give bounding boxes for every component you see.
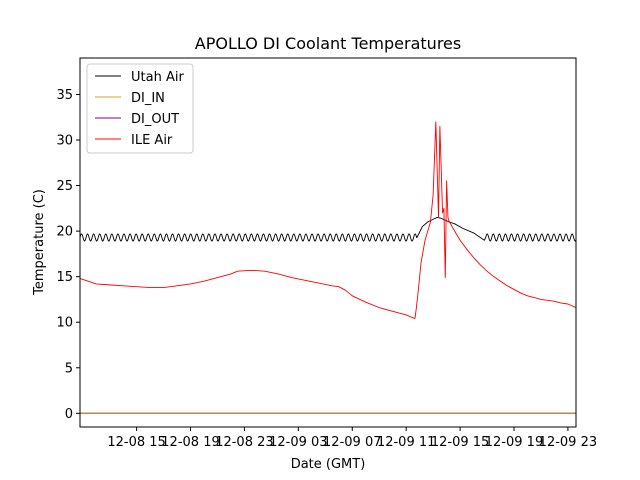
x-tick-label: 12-09 07 xyxy=(323,435,381,450)
chart-title: APOLLO DI Coolant Temperatures xyxy=(195,34,461,53)
x-tick-label: 12-08 23 xyxy=(215,435,273,450)
legend-label: DI_OUT xyxy=(131,112,179,127)
x-tick-label: 12-09 23 xyxy=(539,435,597,450)
axes-frame xyxy=(79,57,577,428)
x-tick-label: 12-09 03 xyxy=(269,435,327,450)
x-tick-label: 12-08 15 xyxy=(107,435,165,450)
y-tick-label: 0 xyxy=(65,407,73,422)
y-tick-label: 10 xyxy=(56,316,73,331)
legend-label: Utah Air xyxy=(131,70,184,85)
x-tick-label: 12-08 19 xyxy=(161,435,219,450)
y-tick-label: 20 xyxy=(56,225,73,240)
y-tick-label: 15 xyxy=(56,270,73,285)
series-line-ile-air xyxy=(80,121,576,320)
y-tick-label: 35 xyxy=(56,88,73,103)
y-tick-label: 30 xyxy=(56,134,73,149)
legend-label: DI_IN xyxy=(131,91,165,106)
y-tick-label: 5 xyxy=(65,361,73,376)
y-axis-label: Temperature (C) xyxy=(32,189,47,296)
legend-box xyxy=(86,63,194,154)
series-line-utah-air xyxy=(80,216,576,242)
legend-label: ILE Air xyxy=(131,133,173,148)
series-layer xyxy=(80,121,576,414)
legend: Utah Air DI_IN DI_OUT ILE Air xyxy=(86,63,194,154)
y-tick-label: 25 xyxy=(56,179,73,194)
x-axis-label: Date (GMT) xyxy=(291,457,366,472)
x-tick-label: 12-09 19 xyxy=(485,435,543,450)
y-axis: 0 5 10 15 20 25 30 35 xyxy=(56,88,80,422)
x-tick-label: 12-09 11 xyxy=(377,435,435,450)
x-tick-label: 12-09 15 xyxy=(431,435,489,450)
